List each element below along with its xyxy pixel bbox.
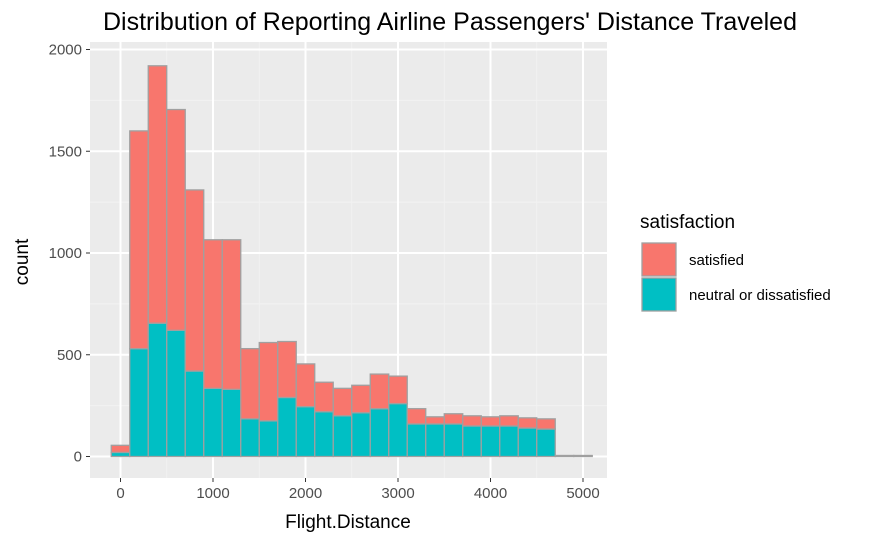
y-axis-label: count [12, 238, 33, 285]
bar-satisfied [184, 189, 205, 372]
bar-neutral-or-dissatisfied [388, 402, 408, 458]
bar-neutral-or-dissatisfied [147, 322, 168, 458]
bar-satisfied [388, 375, 408, 405]
legend-title: satisfaction [640, 212, 735, 233]
x-tick-label: 4000 [474, 485, 507, 502]
bar-neutral-or-dissatisfied [369, 408, 390, 458]
legend-key [641, 242, 677, 277]
bar-satisfied [517, 417, 538, 429]
bar-satisfied [147, 65, 168, 324]
bar-satisfied [240, 347, 260, 420]
x-tick-label: 1000 [196, 485, 229, 502]
bar-neutral-or-dissatisfied [406, 423, 427, 458]
bar-satisfied [462, 415, 482, 427]
bar-satisfied [573, 454, 593, 458]
legend-label: satisfied [689, 252, 744, 269]
x-tick-label: 0 [116, 485, 124, 502]
bar-satisfied [295, 363, 316, 408]
bar-neutral-or-dissatisfied [314, 411, 334, 458]
bar-satisfied [332, 387, 353, 417]
y-tick-label: 2000 [49, 42, 82, 59]
bar-satisfied [443, 413, 464, 425]
y-tick-label: 1000 [49, 245, 82, 262]
bar-neutral-or-dissatisfied [332, 415, 353, 458]
bar-satisfied [536, 418, 556, 430]
bar-satisfied [369, 373, 390, 410]
bar-satisfied [166, 108, 186, 331]
bar-satisfied [425, 416, 445, 425]
y-tick-label: 500 [57, 347, 82, 364]
bar-neutral-or-dissatisfied [443, 423, 464, 458]
chart-title: Distribution of Reporting Airline Passen… [103, 8, 797, 36]
bar-neutral-or-dissatisfied [203, 387, 223, 458]
bar-neutral-or-dissatisfied [351, 412, 371, 458]
bar-satisfied [406, 408, 427, 425]
bar-neutral-or-dissatisfied [277, 396, 297, 458]
bar-satisfied [351, 384, 371, 414]
bar-satisfied [221, 239, 242, 390]
bar-satisfied [277, 340, 297, 399]
bar-neutral-or-dissatisfied [240, 418, 260, 458]
bar-satisfied [314, 381, 334, 413]
bar-neutral-or-dissatisfied [221, 388, 242, 458]
bar-neutral-or-dissatisfied [536, 428, 556, 458]
x-tick-label: 5000 [566, 485, 599, 502]
x-tick-label: 3000 [381, 485, 414, 502]
x-tick-label: 2000 [289, 485, 322, 502]
y-tick-label: 0 [74, 449, 82, 466]
y-tick-label: 1500 [49, 143, 82, 160]
legend: satisfaction satisfied neutral or dissati… [640, 212, 831, 312]
bar-satisfied [480, 416, 501, 427]
bar-satisfied [110, 444, 131, 454]
bar-satisfied [129, 130, 149, 350]
bar-neutral-or-dissatisfied [129, 347, 149, 458]
bar-neutral-or-dissatisfied [295, 405, 316, 458]
bar-neutral-or-dissatisfied [184, 370, 205, 458]
bar-neutral-or-dissatisfied [499, 425, 519, 458]
bar-neutral-or-dissatisfied [258, 420, 279, 458]
x-axis-label: Flight.Distance [285, 512, 411, 533]
bar-satisfied [203, 239, 223, 389]
bar-neutral-or-dissatisfied [425, 423, 445, 458]
bar-neutral-or-dissatisfied [517, 427, 538, 458]
bar-neutral-or-dissatisfied [480, 425, 501, 458]
legend-label: neutral or dissatisfied [689, 287, 831, 304]
bar-satisfied [258, 341, 279, 422]
bar-neutral-or-dissatisfied [166, 329, 186, 458]
bar-satisfied [554, 454, 575, 458]
bar-satisfied [499, 415, 519, 427]
legend-key [641, 277, 677, 312]
bar-neutral-or-dissatisfied [462, 425, 482, 458]
